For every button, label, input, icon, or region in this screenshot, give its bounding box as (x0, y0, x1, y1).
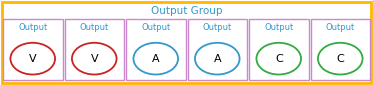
Text: Output Group: Output Group (151, 6, 222, 16)
Text: Output: Output (264, 23, 294, 32)
Text: C: C (336, 54, 344, 64)
Text: V: V (29, 54, 37, 64)
Ellipse shape (10, 43, 55, 75)
Ellipse shape (72, 43, 116, 75)
Text: Output: Output (79, 23, 109, 32)
Ellipse shape (318, 43, 363, 75)
Text: C: C (275, 54, 283, 64)
Text: Output: Output (141, 23, 170, 32)
FancyBboxPatch shape (3, 19, 63, 80)
FancyBboxPatch shape (65, 19, 124, 80)
Text: Output: Output (18, 23, 47, 32)
FancyBboxPatch shape (310, 19, 370, 80)
Ellipse shape (195, 43, 239, 75)
FancyBboxPatch shape (126, 19, 185, 80)
FancyBboxPatch shape (249, 19, 308, 80)
FancyBboxPatch shape (188, 19, 247, 80)
Text: A: A (152, 54, 160, 64)
Text: V: V (90, 54, 98, 64)
Ellipse shape (134, 43, 178, 75)
Text: Output: Output (326, 23, 355, 32)
Ellipse shape (257, 43, 301, 75)
FancyBboxPatch shape (2, 2, 371, 83)
Text: A: A (213, 54, 221, 64)
Text: Output: Output (203, 23, 232, 32)
